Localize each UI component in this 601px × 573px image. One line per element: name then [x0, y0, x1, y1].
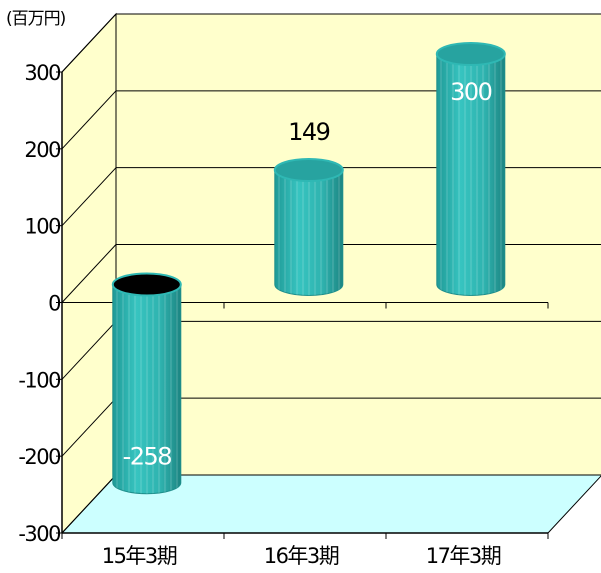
bar-ridges: [436, 54, 505, 296]
chart-gridlines: [61, 13, 601, 534]
x-category-label: 16年3期: [264, 544, 339, 568]
bar-cylinder: [111, 272, 182, 495]
bar-top: [435, 42, 506, 66]
x-category-label: 15年3期: [102, 544, 177, 568]
data-labels: -258 149 300: [123, 78, 494, 471]
data-label: 149: [288, 118, 330, 146]
gridline-side: [61, 167, 117, 227]
gridline-side: [61, 320, 117, 380]
y-tick-label: 0: [48, 292, 60, 316]
x-category-label: 17年3期: [426, 544, 501, 568]
bar-cylinder: [435, 42, 506, 296]
gridline-side: [61, 244, 117, 303]
bar-ridges: [112, 284, 181, 494]
bar-top: [111, 272, 182, 297]
x-axis-ticks: 15年3期 16年3期 17年3期: [102, 544, 503, 568]
bar-cylinder: [273, 158, 344, 296]
chart-bars: [111, 42, 506, 495]
gridline-side: [61, 474, 117, 534]
y-tick-label: 300: [24, 61, 60, 85]
bar-top: [273, 158, 344, 183]
bar-ridges: [274, 170, 343, 296]
gridline-side: [61, 90, 117, 150]
gridline-side: [61, 397, 117, 457]
data-label: 300: [450, 78, 492, 106]
y-tick-label: -200: [18, 445, 60, 469]
y-tick-label: 200: [24, 138, 60, 162]
y-tick-label: -100: [18, 368, 60, 392]
data-label: -258: [123, 443, 172, 471]
y-axis-ticks: 300 200 100 0 -100 -200 -300: [18, 61, 62, 546]
gridline-side: [61, 13, 117, 73]
y-tick-label: 100: [24, 215, 60, 239]
y-tick-label: -300: [18, 522, 60, 546]
y-axis-unit-label: (百万円): [6, 9, 66, 29]
